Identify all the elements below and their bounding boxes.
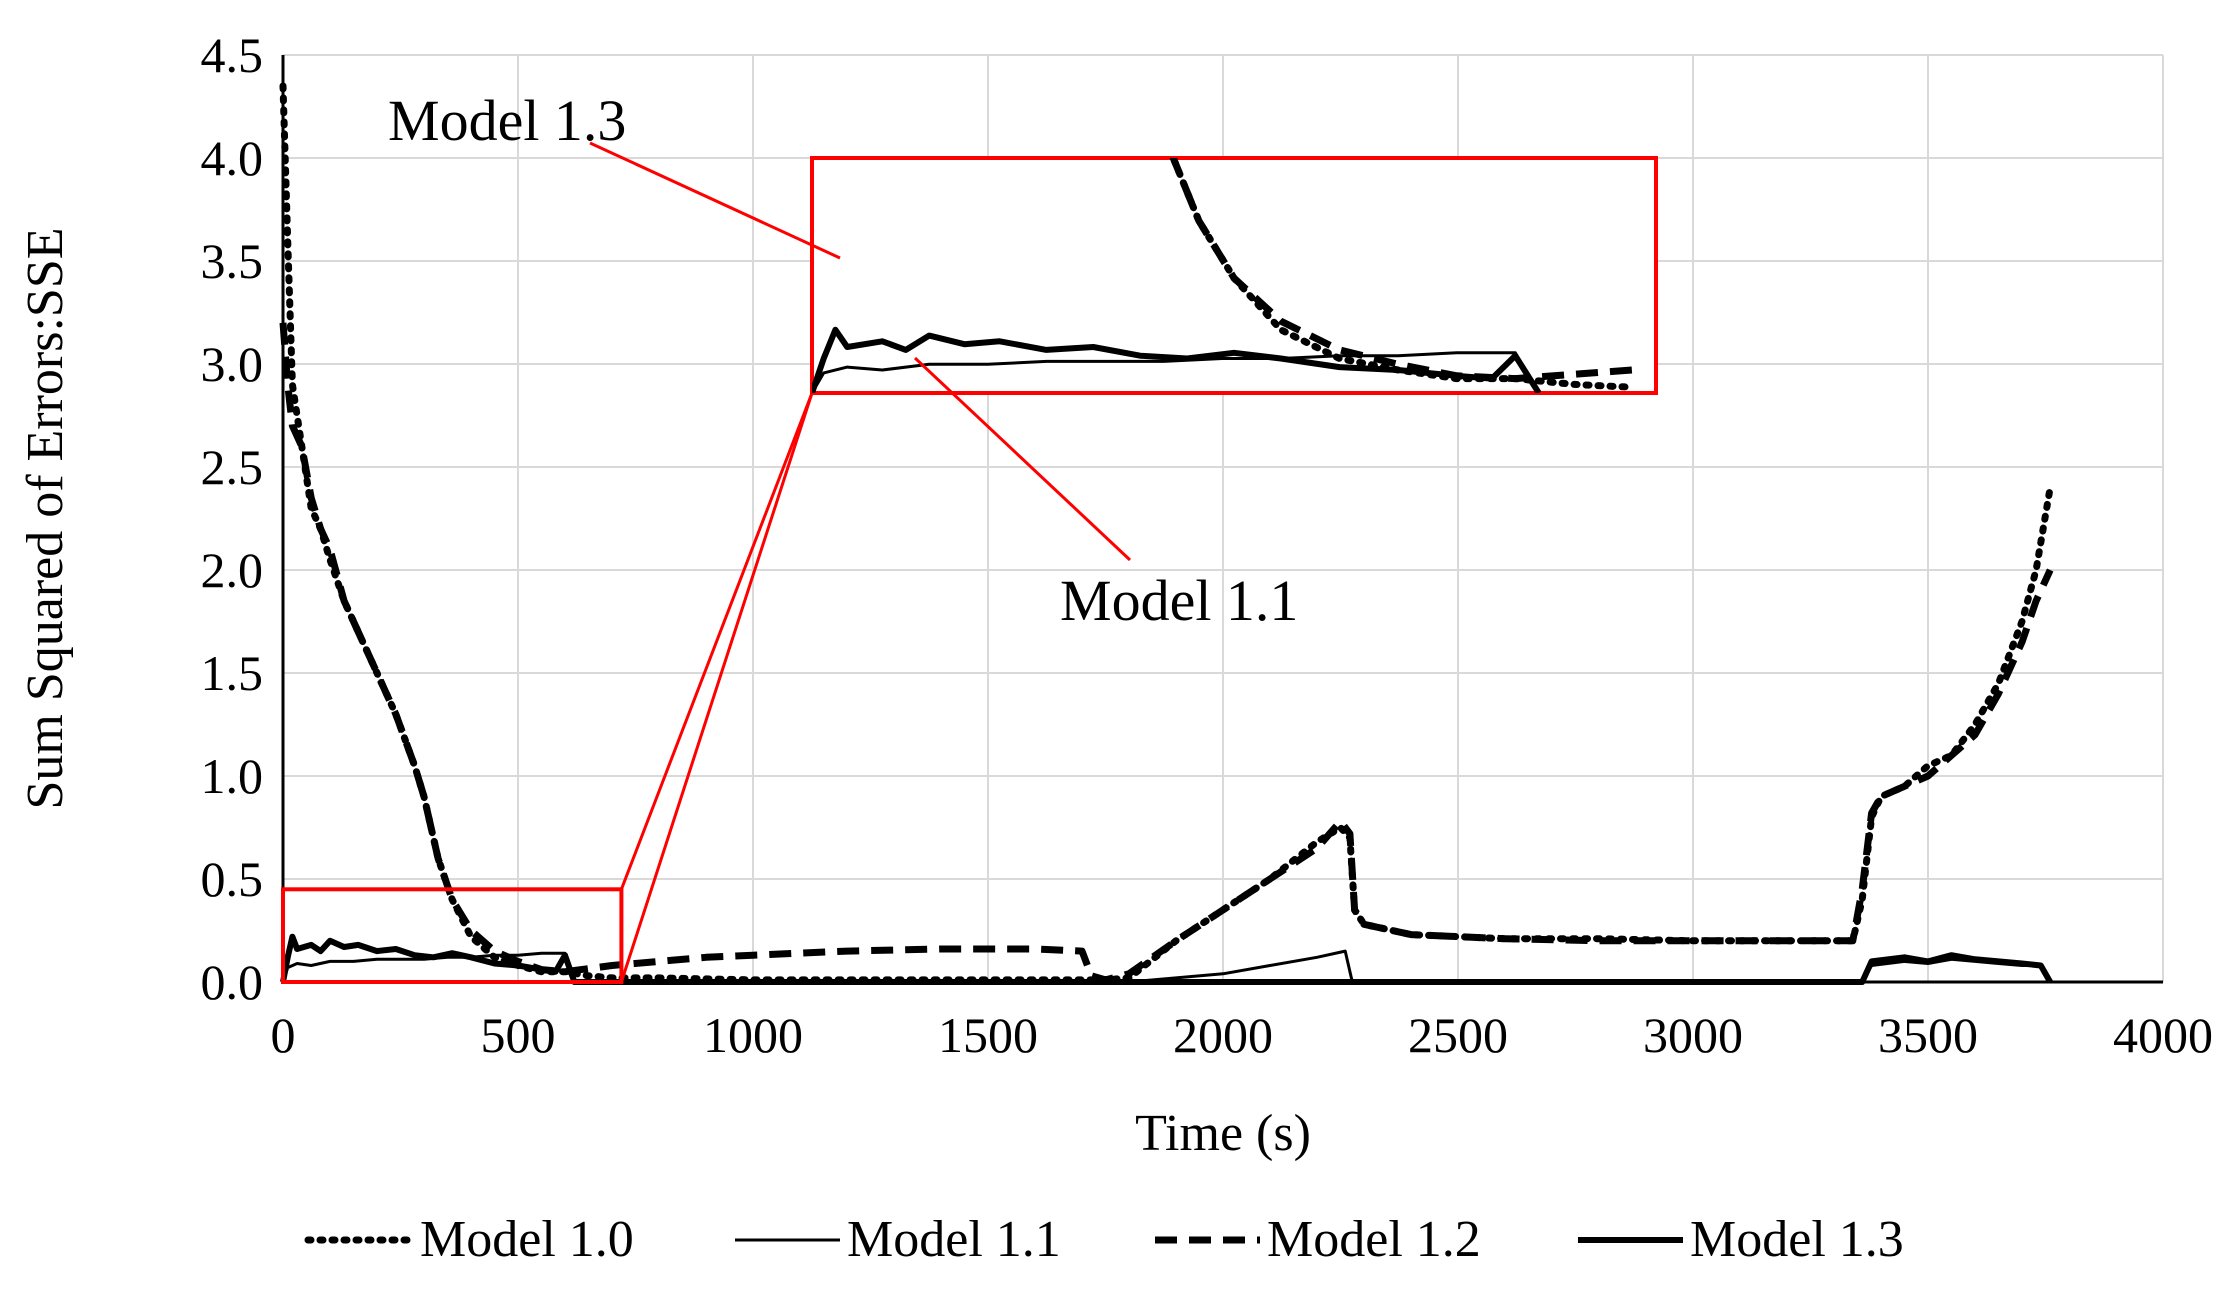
inset-series-line-model-1-3 — [812, 326, 1542, 393]
annotations: Model 1.3 Model 1.1 — [388, 88, 1298, 633]
zoom-source-box — [281, 887, 624, 984]
zoom-inset — [281, 156, 1658, 984]
annotation-label: Model 1.1 — [1060, 568, 1298, 633]
x-tick-label: 0 — [271, 1007, 296, 1063]
legend-label: Model 1.1 — [847, 1211, 1061, 1268]
legend-label: Model 1.2 — [1267, 1211, 1481, 1268]
y-tick-label: 3.0 — [201, 336, 264, 392]
inset-series-line-model-1-2 — [1169, 158, 1633, 383]
legend-label: Model 1.3 — [1690, 1211, 1904, 1268]
x-axis-title: Time (s) — [1135, 1105, 1311, 1162]
zoom-connector — [619, 392, 814, 890]
legend: Model 1.0 Model 1.1 Model 1.2 Model 1.3 — [304, 1211, 1904, 1268]
series-line-model-1-3 — [280, 933, 2053, 985]
y-tick-label: 1.5 — [201, 645, 264, 701]
x-tick-label: 2500 — [1408, 1007, 1508, 1063]
x-tick-label: 1500 — [938, 1007, 1038, 1063]
y-axis-title: Sum Squared of Errors:SSE — [17, 227, 74, 809]
x-tick-label: 3000 — [1643, 1007, 1743, 1063]
y-tick-label: 2.5 — [201, 439, 264, 495]
y-tick-label: 0.5 — [201, 851, 264, 907]
annotation-leader — [913, 356, 1132, 562]
x-tick-label: 2000 — [1173, 1007, 1273, 1063]
zoom-connector — [619, 392, 814, 983]
series-line-model-1-1 — [281, 949, 2052, 984]
series-layer — [279, 82, 2054, 985]
y-tick-label: 2.0 — [201, 542, 264, 598]
y-tick-label: 4.0 — [201, 130, 264, 186]
y-tick-label: 0.0 — [201, 954, 264, 1010]
legend-label: Model 1.0 — [420, 1211, 634, 1268]
x-tick-label: 3500 — [1878, 1007, 1978, 1063]
x-tick-label: 4000 — [2113, 1007, 2213, 1063]
tick-labels: 0 500 1000 1500 2000 2500 3000 3500 4000 0.0 0.5 1.… — [201, 27, 2214, 1063]
inset-series-line-model-1-1 — [812, 351, 1541, 393]
series-line-model-1-2 — [279, 322, 2054, 984]
inset-series — [812, 158, 1637, 393]
x-tick-label: 1000 — [703, 1007, 803, 1063]
y-tick-label: 4.5 — [201, 27, 264, 83]
annotation-leader — [589, 141, 841, 260]
annotation-label: Model 1.3 — [388, 88, 626, 153]
y-tick-label: 1.0 — [201, 748, 264, 804]
y-tick-label: 3.5 — [201, 233, 264, 289]
x-tick-label: 500 — [481, 1007, 556, 1063]
